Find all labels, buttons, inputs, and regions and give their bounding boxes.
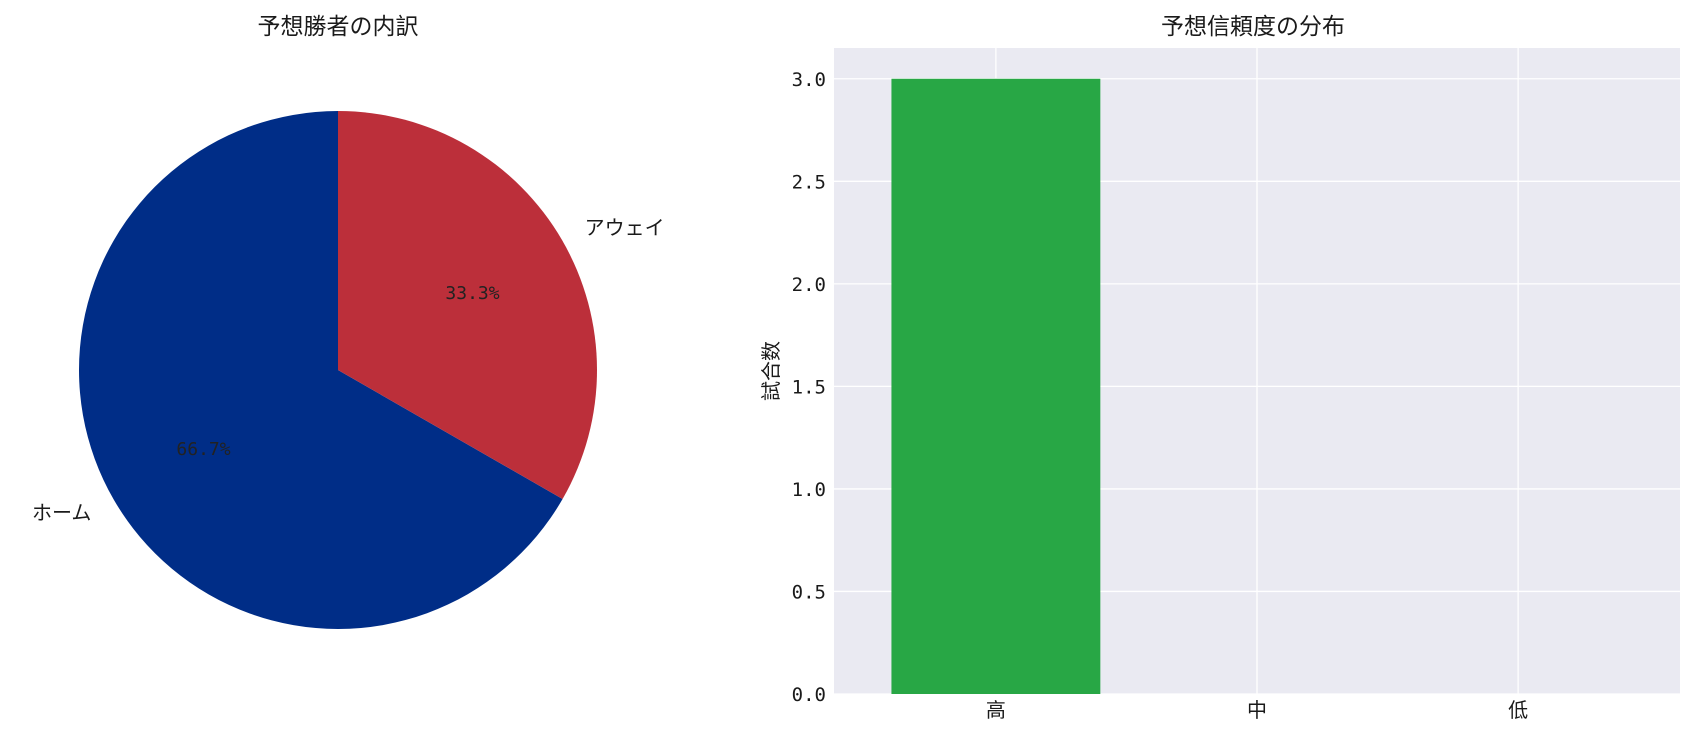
y-tick-label: 0.0 — [792, 684, 826, 706]
bar-0 — [891, 78, 1101, 694]
pie-label-1: アウェイ — [585, 215, 665, 239]
pie-chart: 予想勝者の内訳 ホーム 66.7% アウェイ 33.3% — [32, 14, 665, 629]
y-tick-label: 3.0 — [792, 69, 826, 91]
pie-slice-1 — [338, 111, 597, 500]
pie-title: 予想勝者の内訳 — [258, 14, 419, 40]
x-tick-label: 高 — [986, 698, 1006, 722]
x-tick-label: 中 — [1247, 698, 1267, 722]
pie-slice-0 — [78, 111, 563, 629]
bar-chart: 予想信頼度の分布 0.0 0.5 1.0 1.5 2.0 2.5 3.0 高 中 低 試合数 — [759, 14, 1680, 722]
pie-pct-0: 66.7% — [176, 439, 230, 460]
bar-title: 予想信頼度の分布 — [1161, 14, 1345, 40]
y-tick-label: 2.0 — [792, 274, 826, 296]
pie-label-0: ホーム — [32, 501, 91, 525]
y-tick-label: 1.5 — [792, 376, 826, 398]
y-tick-label: 0.5 — [792, 581, 826, 603]
pie-pct-1: 33.3% — [445, 283, 499, 304]
y-tick-label: 2.5 — [792, 171, 826, 193]
y-axis-label: 試合数 — [759, 341, 783, 401]
x-tick-label: 低 — [1508, 698, 1528, 722]
y-tick-label: 1.0 — [792, 479, 826, 501]
